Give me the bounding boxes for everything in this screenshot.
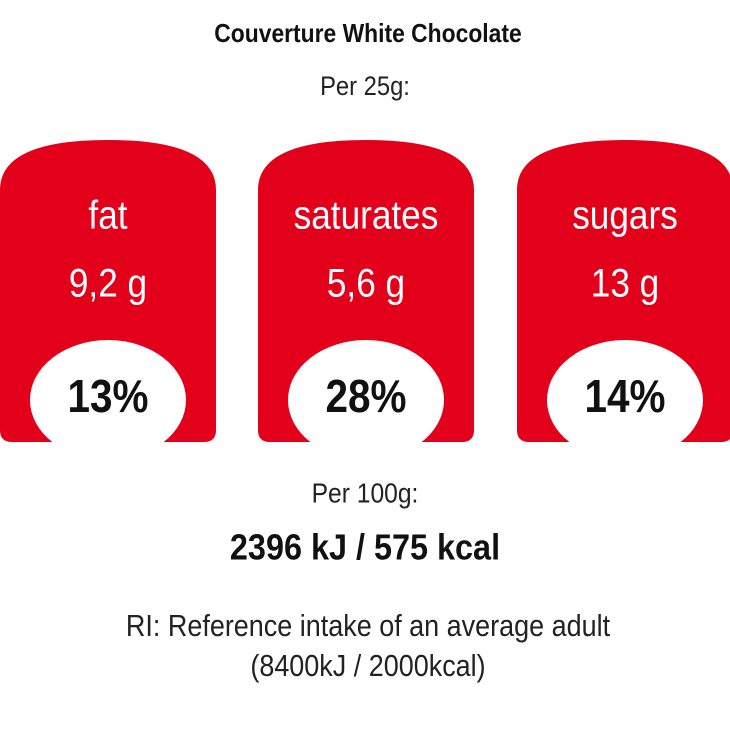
nutrient-card: saturates 5,6 g 28% [258, 140, 474, 460]
nutrient-name: saturates [294, 192, 439, 237]
nutrient-amount: 9,2 g [69, 260, 147, 305]
ri-basis: (8400kJ / 2000kcal) [250, 650, 485, 684]
percent-badge [288, 340, 444, 460]
ri-percent: 13% [67, 372, 148, 423]
serving: Per 25g: [320, 72, 410, 102]
nutrient-amount: 5,6 g [327, 260, 405, 305]
percent-badge [30, 340, 186, 460]
ri-percent: 14% [584, 372, 665, 423]
per-100g: Per 100g: [312, 477, 419, 509]
nutrient-card: fat 9,2 g 13% [0, 140, 216, 460]
nutrient-cards: fat 9,2 g 13% saturates 5,6 g 28% sugars 13 g 14… [0, 140, 730, 460]
nutrient-amount: 13 g [591, 260, 659, 305]
nutrient-card: sugars 13 g 14% [517, 140, 730, 460]
nutrient-name: fat [88, 192, 128, 237]
energy: 2396 kJ / 575 kcal [230, 528, 500, 568]
ri-percent: 28% [325, 372, 406, 423]
nutrient-name: sugars [572, 192, 678, 237]
percent-badge [547, 340, 703, 460]
ri-note: RI: Reference intake of an average adult [126, 610, 610, 644]
title: Couverture White Chocolate [214, 20, 521, 49]
